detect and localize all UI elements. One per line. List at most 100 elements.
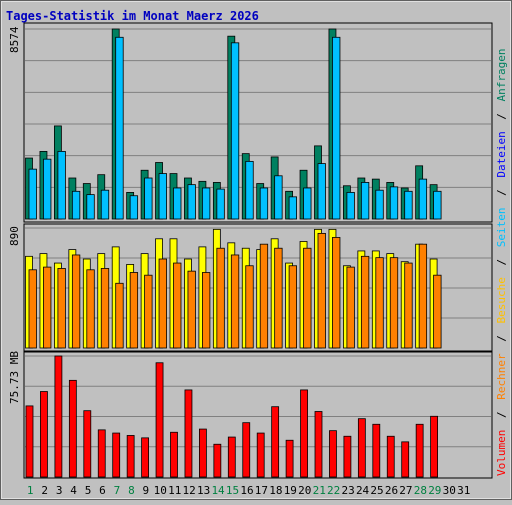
seiten-bar-9 xyxy=(144,177,153,220)
seiten-bar-6 xyxy=(100,189,110,220)
x-label-day-6: 6 xyxy=(99,484,106,497)
seiten-bar-14 xyxy=(216,188,225,220)
rechner-bar-17 xyxy=(259,243,269,349)
x-label-day-26: 26 xyxy=(385,484,398,497)
rechner-bar-6 xyxy=(100,268,110,349)
rechner-bar-25 xyxy=(375,257,384,349)
rechner-bar-19 xyxy=(288,265,298,349)
seiten-bar-24 xyxy=(360,182,370,220)
volumen-bar-10 xyxy=(155,362,164,478)
rechner-bar-18 xyxy=(274,247,283,349)
seiten-bar-5 xyxy=(86,194,95,220)
rechner-bar-21 xyxy=(317,232,326,349)
volumen-bar-16 xyxy=(242,422,251,478)
bottom-panel-border xyxy=(23,351,493,479)
rechner-bar-23 xyxy=(346,266,355,349)
middle-panel-bars xyxy=(25,228,442,349)
rechner-bar-8 xyxy=(129,272,139,349)
volumen-bar-26 xyxy=(386,435,395,478)
legend-anfragen: Anfragen xyxy=(495,48,508,101)
x-label-day-16: 16 xyxy=(240,484,253,497)
seiten-bar-25 xyxy=(375,189,384,220)
x-label-day-13: 13 xyxy=(197,484,210,497)
x-label-day-27: 27 xyxy=(399,484,412,497)
x-label-day-30: 30 xyxy=(443,484,456,497)
top-panel: 8574 xyxy=(8,22,493,223)
volumen-bar-4 xyxy=(68,379,77,478)
x-label-day-18: 18 xyxy=(269,484,282,497)
rechner-bar-28 xyxy=(418,243,428,349)
legend-rechner: Rechner xyxy=(495,353,508,400)
seiten-bar-17 xyxy=(259,187,269,220)
volumen-bar-27 xyxy=(401,441,410,478)
rechner-bar-14 xyxy=(216,247,225,349)
x-axis-labels: 1 2 3 4 5 6 7 8 9 10 11 12 13 14 15 16 17 18 19 20 21 22 23 24 2… xyxy=(27,484,470,497)
rechner-bar-4 xyxy=(71,254,81,349)
seiten-bar-15 xyxy=(230,42,240,220)
volumen-bar-19 xyxy=(285,439,294,478)
top-max-label: 8574 xyxy=(8,26,21,53)
rechner-bar-26 xyxy=(389,257,399,349)
seiten-bar-26 xyxy=(389,186,399,220)
volumen-bar-7 xyxy=(112,432,121,478)
volumen-bar-15 xyxy=(227,436,236,478)
middle-panel: 890 xyxy=(8,223,493,352)
seiten-bar-4 xyxy=(71,190,81,220)
volumen-bar-17 xyxy=(256,432,265,478)
seiten-bar-2 xyxy=(43,158,52,220)
seiten-bar-27 xyxy=(404,190,413,220)
seiten-bar-12 xyxy=(187,184,196,220)
volumen-bar-20 xyxy=(300,389,308,478)
top-panel-bars xyxy=(25,28,442,220)
seiten-bar-19 xyxy=(288,196,298,220)
seiten-bar-21 xyxy=(317,163,326,220)
volumen-bar-25 xyxy=(372,423,381,478)
seiten-bar-13 xyxy=(201,187,211,220)
rechner-bar-20 xyxy=(303,247,312,349)
seiten-bar-28 xyxy=(418,178,428,220)
x-label-day-22: 22 xyxy=(327,484,340,497)
rechner-bar-10 xyxy=(158,258,167,349)
seiten-bar-10 xyxy=(158,173,167,220)
seiten-bar-3 xyxy=(57,151,66,220)
top-panel-grid xyxy=(25,28,491,188)
top-panel-border xyxy=(23,22,493,223)
seiten-bar-16 xyxy=(245,160,254,220)
rechner-bar-7 xyxy=(115,282,124,349)
rechner-bar-1 xyxy=(28,269,37,349)
legend-sep-2: / xyxy=(495,335,508,342)
middle-panel-border xyxy=(23,223,493,352)
volumen-bar-9 xyxy=(141,437,150,478)
rechner-bar-3 xyxy=(57,268,66,349)
rechner-bar-15 xyxy=(230,254,240,349)
seiten-bar-29 xyxy=(433,190,442,220)
x-label-day-5: 5 xyxy=(85,484,92,497)
legend-seiten: Seiten xyxy=(495,208,508,248)
rechner-bar-22 xyxy=(332,237,341,349)
seiten-bar-1 xyxy=(28,168,37,220)
legend-dateien: Dateien xyxy=(495,131,508,177)
rechner-bar-11 xyxy=(173,262,182,349)
seiten-bar-8 xyxy=(129,195,139,220)
x-label-day-11: 11 xyxy=(168,484,181,497)
volumen-bar-14 xyxy=(213,443,222,478)
volumen-bar-23 xyxy=(343,435,352,478)
legend-volumen: Volumen xyxy=(495,430,508,476)
seiten-bar-22 xyxy=(332,36,341,220)
rechner-bar-13 xyxy=(201,272,211,349)
volumen-bar-12 xyxy=(184,389,193,478)
x-label-day-8: 8 xyxy=(128,484,135,497)
x-label-day-29: 29 xyxy=(428,484,441,497)
rechner-bar-29 xyxy=(433,274,442,349)
vertical-legend: Volumen / Rechner / Besuche / Seiten / D… xyxy=(495,48,508,476)
volumen-bar-11 xyxy=(170,431,178,478)
rechner-bar-16 xyxy=(245,265,254,349)
legend-sep-1: / xyxy=(495,411,508,418)
x-label-day-12: 12 xyxy=(183,484,196,497)
volumen-bar-13 xyxy=(198,428,207,478)
volumen-bar-8 xyxy=(126,435,135,478)
rechner-bar-2 xyxy=(43,266,52,349)
chart-title: Tages-Statistik im Monat Maerz 2026 xyxy=(6,9,259,23)
volumen-bar-22 xyxy=(329,430,337,478)
